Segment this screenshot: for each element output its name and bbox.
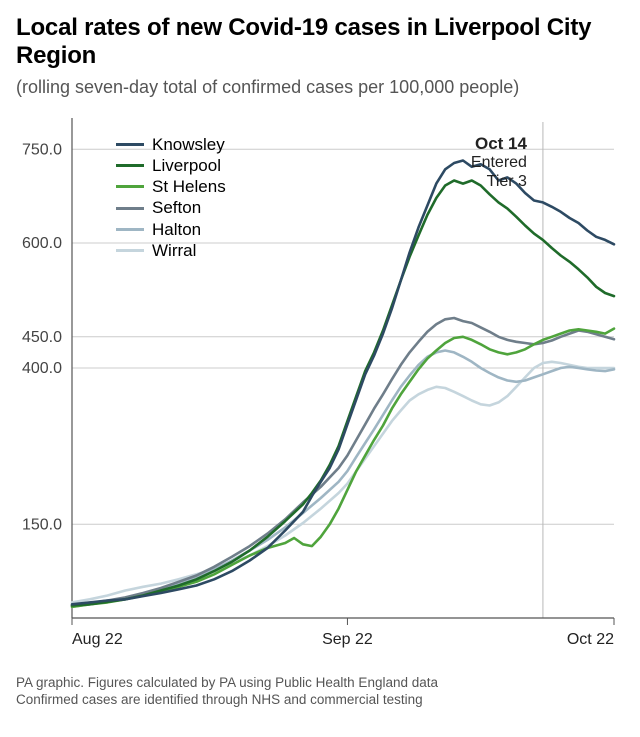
legend-label: Liverpool [152,155,221,176]
legend-swatch [116,164,144,167]
svg-text:600.0: 600.0 [22,235,62,252]
footer-line-2: Confirmed cases are identified through N… [16,691,624,709]
legend-swatch [116,185,144,188]
annotation-title: Oct 14 [471,134,527,154]
svg-text:150.0: 150.0 [22,516,62,533]
svg-text:750.0: 750.0 [22,141,62,158]
legend-item: Wirral [116,240,226,261]
legend-item: Knowsley [116,134,226,155]
legend-swatch [116,207,144,210]
annotation: Oct 14 Entered Tier 3 [471,134,527,192]
legend-label: Sefton [152,197,201,218]
legend-label: Halton [152,219,201,240]
annotation-line1: Entered [471,154,527,173]
legend-item: Halton [116,219,226,240]
annotation-line2: Tier 3 [471,173,527,192]
svg-text:Oct 22: Oct 22 [567,631,614,648]
legend-label: St Helens [152,176,226,197]
svg-text:Sep 22: Sep 22 [322,631,373,648]
chart-title: Local rates of new Covid-19 cases in Liv… [16,14,624,71]
legend-swatch [116,228,144,231]
legend-swatch [116,143,144,146]
legend-label: Wirral [152,240,196,261]
legend-item: Sefton [116,197,226,218]
svg-text:450.0: 450.0 [22,328,62,345]
legend-item: St Helens [116,176,226,197]
footer-line-1: PA graphic. Figures calculated by PA usi… [16,674,624,692]
legend-item: Liverpool [116,155,226,176]
footer: PA graphic. Figures calculated by PA usi… [16,674,624,709]
svg-text:Aug 22: Aug 22 [72,631,123,648]
legend-label: Knowsley [152,134,225,155]
line-chart: 150.0 400.0 450.0 600.0 750.0 Aug 22 Sep 22 Oct… [16,108,624,668]
legend: KnowsleyLiverpoolSt HelensSeftonHaltonWi… [116,134,226,262]
chart-subtitle: (rolling seven-day total of confirmed ca… [16,77,624,98]
legend-swatch [116,249,144,252]
svg-text:400.0: 400.0 [22,360,62,377]
chart-area: 150.0 400.0 450.0 600.0 750.0 Aug 22 Sep 22 Oct… [16,108,624,668]
